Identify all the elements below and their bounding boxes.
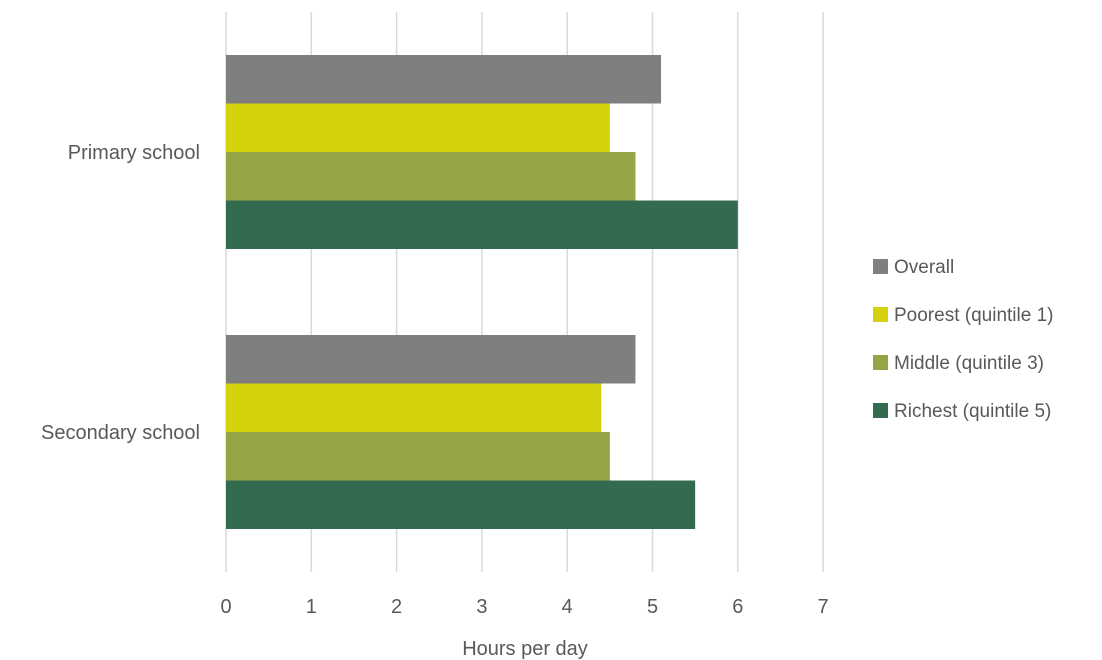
legend: Overall Poorest (quintile 1) Middle (quint… [873,257,1053,422]
bar-poorest-quintile-1-0 [226,103,610,152]
bar-overall-1 [226,335,636,384]
category-label: Primary school [68,142,200,164]
x-tick-label: 2 [391,596,402,618]
legend-swatch [873,307,888,322]
category-labels: Primary school Secondary school [41,142,200,444]
bar-overall-0 [226,55,662,104]
legend-swatch [873,355,888,370]
x-tick-label: 5 [647,596,658,618]
legend-label: Poorest (quintile 1) [894,305,1053,326]
x-tick-label: 7 [818,596,829,618]
bars [226,55,738,529]
x-axis-title: Hours per day [462,638,588,660]
bar-richest-quintile-5-0 [226,200,738,249]
legend-label: Overall [894,257,954,278]
bar-poorest-quintile-1-1 [226,383,602,432]
legend-label: Middle (quintile 3) [894,353,1044,374]
x-tick-label: 3 [476,596,487,618]
bar-richest-quintile-5-1 [226,480,696,529]
x-tick-label: 1 [306,596,317,618]
x-tick-labels: 0 1 2 3 4 5 6 7 [220,596,828,618]
x-tick-label: 0 [220,596,231,618]
x-tick-label: 4 [562,596,573,618]
bar-middle-quintile-3-0 [226,152,636,201]
x-tick-label: 6 [732,596,743,618]
legend-swatch [873,259,888,274]
legend-label: Richest (quintile 5) [894,401,1051,422]
bar-middle-quintile-3-1 [226,432,610,481]
category-label: Secondary school [41,422,200,444]
legend-swatch [873,403,888,418]
